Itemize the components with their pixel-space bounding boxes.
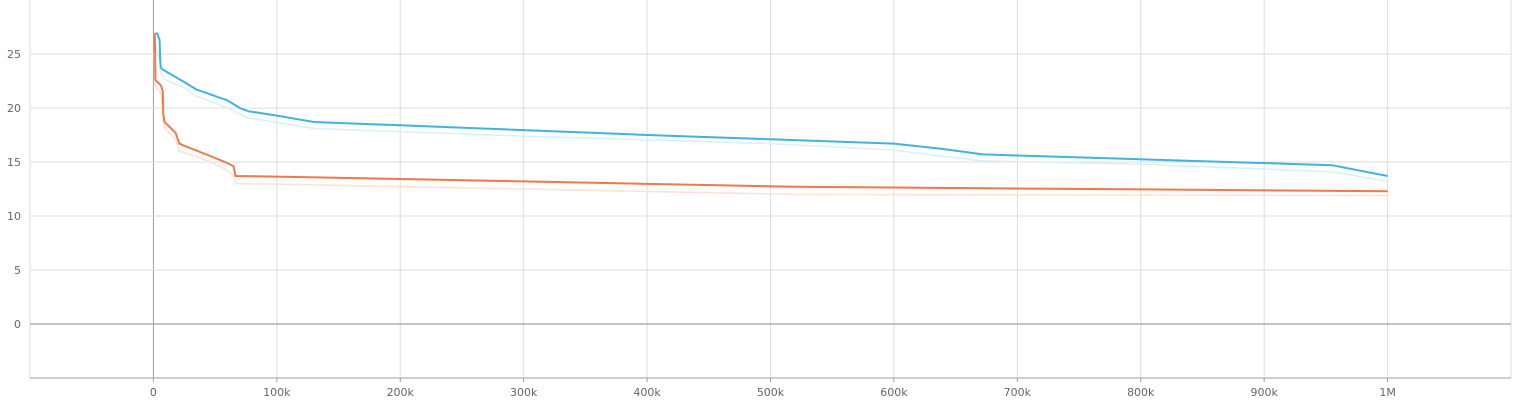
y-tick-label: 5 [14, 264, 21, 277]
x-tick-label: 400k [633, 386, 661, 399]
x-tick-label: 100k [263, 386, 291, 399]
x-tick-label: 600k [880, 386, 908, 399]
tick-label-layer: 0 100k 200k 300k 400k 500k 600k 700k 800k 900k 1M 0… [7, 48, 1396, 399]
series-1-raw-line [153, 53, 1388, 197]
y-tick-label: 15 [7, 156, 21, 169]
y-tick-label: 20 [7, 102, 21, 115]
x-tick-label: 700k [1004, 386, 1032, 399]
series-1-smoothed-line [153, 33, 1388, 193]
x-tick-label: 500k [757, 386, 785, 399]
series-layer [153, 32, 1388, 197]
x-tick-label: 200k [387, 386, 415, 399]
y-tick-label: 0 [14, 318, 21, 331]
x-tick-label: 300k [510, 386, 538, 399]
axis-layer [30, 377, 1511, 382]
y-tick-label: 10 [7, 210, 21, 223]
x-tick-label: 800k [1127, 386, 1155, 399]
series-0-raw-line [153, 42, 1388, 183]
x-tick-label: 900k [1250, 386, 1278, 399]
x-tick-label: 0 [150, 386, 157, 399]
x-tick-label: 1M [1379, 386, 1396, 399]
grid-layer [29, 0, 1512, 378]
y-tick-label: 25 [7, 48, 21, 61]
series-0-smoothed-line [154, 32, 1388, 177]
